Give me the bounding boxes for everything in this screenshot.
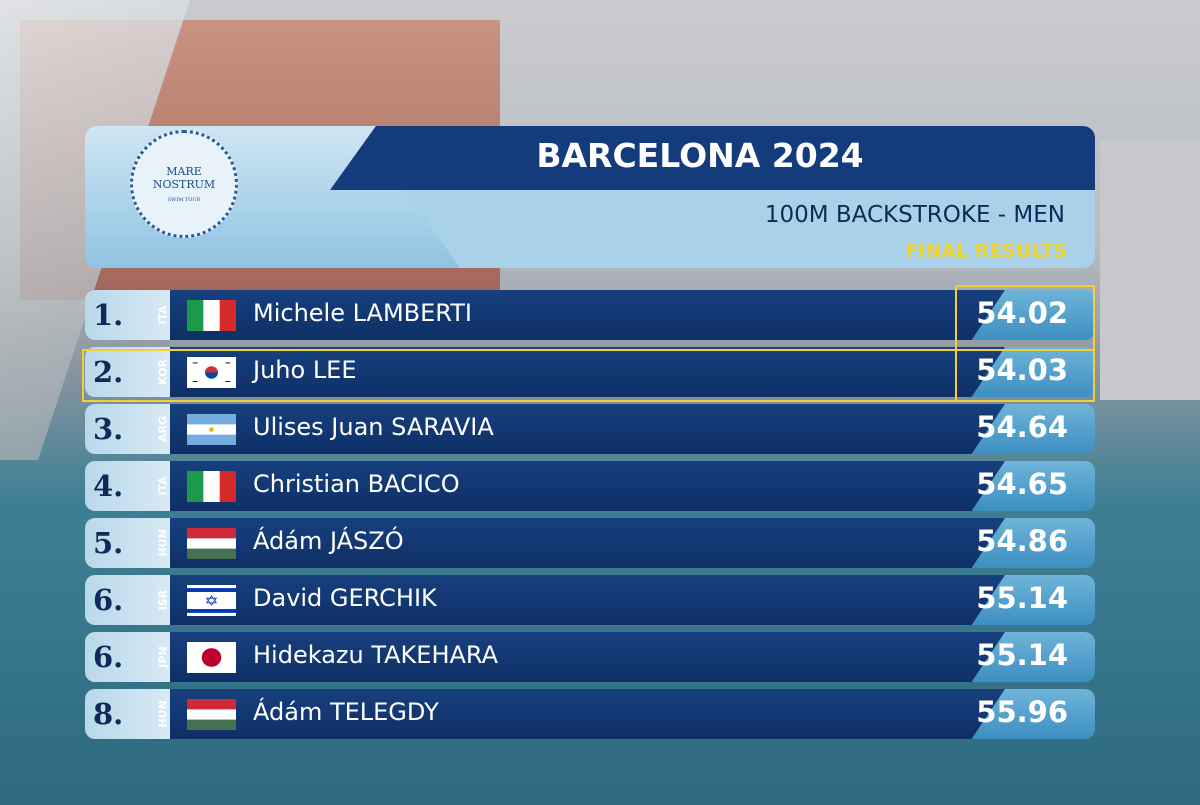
result-row: 6. ISR David GERCHIK 55.14 [85, 575, 1095, 625]
name-band [170, 575, 1005, 625]
time: 54.86 [976, 524, 1068, 558]
flag [187, 357, 236, 388]
time: 55.96 [976, 695, 1068, 729]
athlete-name: Juho LEE [253, 356, 357, 384]
highlight-times [955, 285, 1095, 402]
rank: 5. [93, 526, 124, 560]
flag [187, 699, 236, 730]
logo: MARE NOSTRUM SWIM TOUR [130, 130, 238, 238]
flag-image [187, 528, 236, 559]
flag [187, 471, 236, 502]
rank: 8. [93, 697, 124, 731]
name-band [170, 518, 1005, 568]
result-row: 3. ARG Ulises Juan SARAVIA 54.64 [85, 404, 1095, 454]
athlete-name: Ádám JÁSZÓ [253, 527, 404, 555]
rank: 1. [93, 298, 124, 332]
result-row: 1. ITA Michele LAMBERTI 54.02 [85, 290, 1095, 340]
rank: 2. [93, 355, 124, 389]
logo-text: MARE [166, 165, 202, 178]
flag [187, 528, 236, 559]
rank: 3. [93, 412, 124, 446]
title: BARCELONA 2024 [536, 136, 864, 175]
logo-text: SWIM TOUR [167, 197, 201, 203]
flag-image [187, 642, 236, 673]
country-code: ITA [156, 305, 170, 325]
country-code: HUN [156, 700, 170, 728]
event: 100M BACKSTROKE - MEN [764, 202, 1065, 228]
title-band [330, 126, 1095, 190]
rank: 6. [93, 583, 124, 617]
athlete-name: David GERCHIK [253, 584, 437, 612]
flag [187, 642, 236, 673]
name-band [170, 632, 1005, 682]
flag-image [187, 357, 236, 388]
time: 54.02 [976, 296, 1068, 330]
result-row: 8. HUN Ádám TELEGDY 55.96 [85, 689, 1095, 739]
country-code: ITA [156, 476, 170, 496]
country-code: ARG [156, 415, 170, 443]
time: 54.65 [976, 467, 1068, 501]
background-building [1100, 140, 1200, 400]
rank: 4. [93, 469, 124, 503]
athlete-name: Hidekazu TAKEHARA [253, 641, 499, 669]
flag-image [187, 699, 236, 730]
athlete-name: Ulises Juan SARAVIA [253, 413, 494, 441]
result-row: 5. HUN Ádám JÁSZÓ 54.86 [85, 518, 1095, 568]
header-panel: BARCELONA 2024 100M BACKSTROKE - MEN FIN… [85, 126, 1095, 268]
highlight-row [82, 349, 1095, 402]
flag-image [187, 300, 236, 331]
flag-image [187, 471, 236, 502]
country-code: HUN [156, 529, 170, 557]
rank: 6. [93, 640, 124, 674]
result-row: 4. ITA Christian BACICO 54.65 [85, 461, 1095, 511]
name-band [170, 689, 1005, 739]
time: 54.64 [976, 410, 1068, 444]
time: 55.14 [976, 638, 1068, 672]
logo-text: NOSTRUM [152, 178, 216, 191]
name-band [170, 290, 1005, 340]
flag [187, 585, 236, 616]
subtitle: FINAL RESULTS [905, 240, 1067, 262]
flag-image [187, 585, 236, 616]
flag [187, 414, 236, 445]
name-band [170, 347, 1005, 397]
athlete-name: Christian BACICO [253, 470, 460, 498]
name-band [170, 461, 1005, 511]
result-row: 2. KOR Juho LEE 54.03 [85, 347, 1095, 397]
flag [187, 300, 236, 331]
athlete-name: Ádám TELEGDY [253, 698, 439, 726]
country-code: ISR [156, 589, 170, 611]
athlete-name: Michele LAMBERTI [253, 299, 472, 327]
flag-image [187, 414, 236, 445]
time: 55.14 [976, 581, 1068, 615]
subtitle-band [405, 190, 1095, 268]
time: 54.03 [976, 353, 1068, 387]
country-code: JPN [156, 646, 170, 668]
result-row: 6. JPN Hidekazu TAKEHARA 55.14 [85, 632, 1095, 682]
name-band [170, 404, 1005, 454]
